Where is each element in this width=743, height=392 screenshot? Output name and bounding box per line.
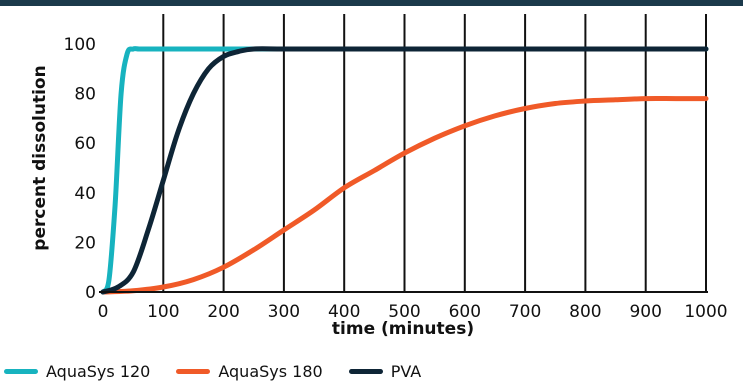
legend-item-aquasys-120: AquaSys 120 <box>0 362 150 381</box>
y-tick-label: 80 <box>74 85 96 105</box>
x-axis-title: time (minutes) <box>332 319 474 339</box>
legend-item-pva: PVA <box>345 361 422 381</box>
legend-swatch-pva <box>348 368 383 374</box>
x-tick-label: 300 <box>268 302 300 322</box>
legend-swatch-aquasys-180 <box>176 368 211 374</box>
legend-swatch-aquasys-120 <box>4 368 38 374</box>
x-tick-label: 1000 <box>684 302 727 322</box>
y-tick-label: 100 <box>64 35 96 55</box>
y-tick-label: 60 <box>74 134 96 154</box>
legend-label-aquasys-120: AquaSys 120 <box>46 361 151 381</box>
vertical-gridlines <box>162 14 707 292</box>
y-tick-label: 0 <box>85 283 96 303</box>
x-tick-label: 100 <box>147 302 179 322</box>
y-tick-label: 40 <box>74 184 96 204</box>
x-tick-labels: 0 100 200 300 400 500 600 700 800 900 1000 <box>98 302 728 322</box>
legend-label-pva: PVA <box>390 361 422 381</box>
x-tick-label: 800 <box>569 302 601 322</box>
x-tick-label: 500 <box>388 302 420 322</box>
x-tick-label: 900 <box>629 302 661 322</box>
legend-label-aquasys-180: AquaSys 180 <box>218 361 323 381</box>
y-axis-title: percent dissolution <box>30 65 50 250</box>
x-tick-label: 0 <box>98 302 109 322</box>
series-line-aquasys-180 <box>100 96 709 295</box>
legend-item-aquasys-180: AquaSys 180 <box>172 361 323 381</box>
x-tick-label: 700 <box>509 302 541 322</box>
x-tick-label: 200 <box>207 302 239 322</box>
x-tick-label: 400 <box>328 302 360 322</box>
top-rule <box>0 0 743 6</box>
y-tick-label: 20 <box>74 233 96 253</box>
series-lines <box>100 46 709 295</box>
x-tick-label: 600 <box>449 302 481 322</box>
y-tick-labels: 0 20 40 60 80 100 <box>64 35 96 303</box>
legend: AquaSys 120 AquaSys 180 PVA <box>0 359 443 383</box>
series-line-pva <box>100 46 709 295</box>
